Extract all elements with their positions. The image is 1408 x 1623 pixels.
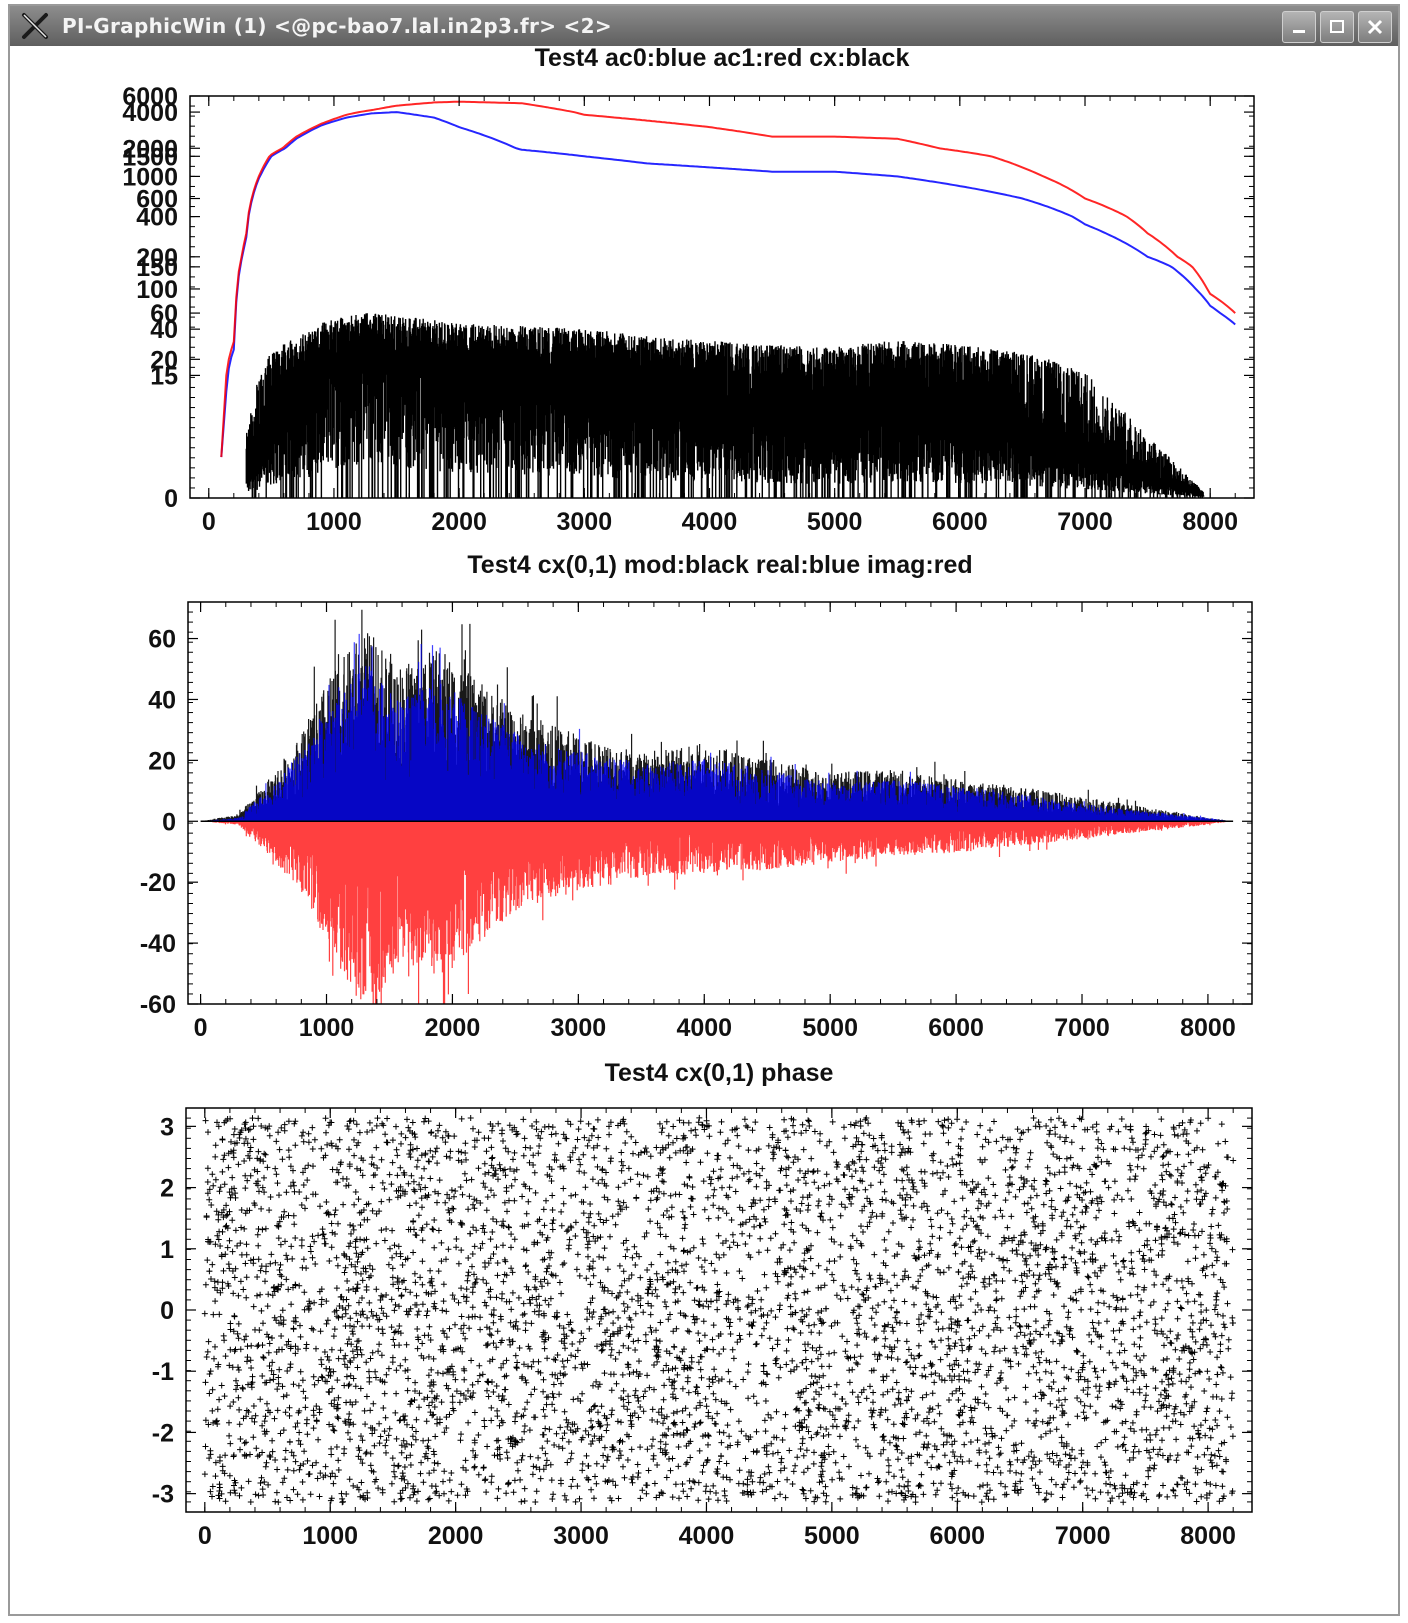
y-tick-label: -3: [152, 1481, 174, 1509]
x-tick-label: 7000: [1057, 508, 1113, 536]
x-tick-label: 6000: [928, 1014, 984, 1042]
y-tick-label: 0: [164, 485, 178, 513]
plot-area: Test4 ac0:blue ac1:red cx:black 0 1000 2000…: [10, 44, 1398, 1614]
chart-title: Test4 cx(0,1) phase: [605, 1059, 834, 1087]
window-title: PI-GraphicWin (1) <@pc-bao7.lal.in2p3.fr…: [62, 14, 612, 38]
y-tick-label: 6000: [122, 83, 178, 111]
y-tick-label: 400: [136, 204, 178, 232]
maximize-icon[interactable]: [1320, 11, 1354, 43]
y-tick-label: 2000: [122, 135, 178, 163]
y-tick-label: 2: [160, 1175, 174, 1203]
x-tick-label: 6000: [929, 1522, 985, 1550]
x-tick-label: 5000: [802, 1014, 858, 1042]
y-tick-label: 40: [150, 316, 178, 344]
chart-plot-layer: [220, 100, 1236, 498]
y-tick-label: 40: [148, 686, 176, 714]
y-tick-label: 150: [136, 254, 178, 282]
y-tick-label: 60: [148, 626, 176, 654]
y-tick-label: -1: [152, 1358, 174, 1386]
graphic-window: PI-GraphicWin (1) <@pc-bao7.lal.in2p3.fr…: [8, 4, 1400, 1616]
y-tick-label: 200: [136, 244, 178, 272]
x-tick-label: 0: [198, 1522, 212, 1550]
y-tick-label: 60: [150, 300, 178, 328]
x-tick-label: 4000: [676, 1014, 732, 1042]
x-tick-label: 1000: [306, 508, 362, 536]
x-tick-label: 3000: [553, 1522, 609, 1550]
chart-plot-layer: [201, 1114, 1237, 1506]
chart-plot-layer: [200, 609, 1234, 1004]
x-tick-label: 6000: [932, 508, 988, 536]
x-tick-label: 5000: [804, 1522, 860, 1550]
x-tick-label: 2000: [425, 1014, 481, 1042]
y-tick-label: 100: [136, 276, 178, 304]
x-tick-label: 8000: [1182, 508, 1238, 536]
x-tick-label: 4000: [679, 1522, 735, 1550]
chart-title: Test4 cx(0,1) mod:black real:blue imag:r…: [467, 551, 972, 579]
chart-3: Test4 cx(0,1) phase 0 1000 2000 3000 4000 5000…: [152, 1059, 1253, 1550]
x-tick-label: 1000: [302, 1522, 358, 1550]
y-tick-label: 1000: [122, 163, 178, 191]
x-tick-label: 5000: [807, 508, 863, 536]
y-tick-label: 20: [148, 747, 176, 775]
y-tick-label: 1: [160, 1236, 174, 1264]
x-tick-label: 4000: [682, 508, 738, 536]
y-tick-label: 20: [150, 346, 178, 374]
series-imag: [201, 821, 1233, 1004]
y-tick-label: 0: [160, 1297, 174, 1325]
x-tick-label: 0: [194, 1014, 208, 1042]
x-tick-label: 2000: [431, 508, 487, 536]
y-tick-label: 0: [162, 808, 176, 836]
series-real: [200, 633, 1234, 822]
x-tick-label: 0: [202, 508, 216, 536]
x-tick-label: 3000: [556, 508, 612, 536]
minimize-icon[interactable]: [1282, 11, 1316, 43]
y-tick-label: -40: [140, 930, 176, 958]
x-tick-label: 7000: [1055, 1522, 1111, 1550]
phase-points: [201, 1114, 1237, 1506]
x-tick-label: 8000: [1180, 1014, 1236, 1042]
x-tick-label: 3000: [551, 1014, 607, 1042]
series-ac0-line: [220, 111, 1236, 458]
x-tick-label: 2000: [428, 1522, 484, 1550]
series-ac1-line: [220, 100, 1236, 458]
y-tick-label: -60: [140, 991, 176, 1019]
x-tick-label: 7000: [1054, 1014, 1110, 1042]
series-cx-band: [245, 313, 1205, 498]
x-app-icon[interactable]: [18, 9, 52, 43]
y-tick-label: 600: [136, 186, 178, 214]
window-titlebar[interactable]: PI-GraphicWin (1) <@pc-bao7.lal.in2p3.fr…: [10, 6, 1398, 46]
y-tick-label: 15: [150, 362, 178, 390]
x-tick-label: 8000: [1180, 1522, 1236, 1550]
chart-2: Test4 cx(0,1) mod:black real:blue imag:r…: [140, 551, 1253, 1042]
x-tick-label: 1000: [299, 1014, 355, 1042]
y-tick-label: 4000: [122, 99, 178, 127]
y-tick-label: -2: [152, 1419, 174, 1447]
y-tick-label: 3: [160, 1113, 174, 1141]
y-tick-label: -20: [140, 869, 176, 897]
chart-title: Test4 ac0:blue ac1:red cx:black: [535, 46, 910, 72]
close-icon[interactable]: [1358, 11, 1392, 43]
y-tick-label: 1500: [122, 143, 178, 171]
